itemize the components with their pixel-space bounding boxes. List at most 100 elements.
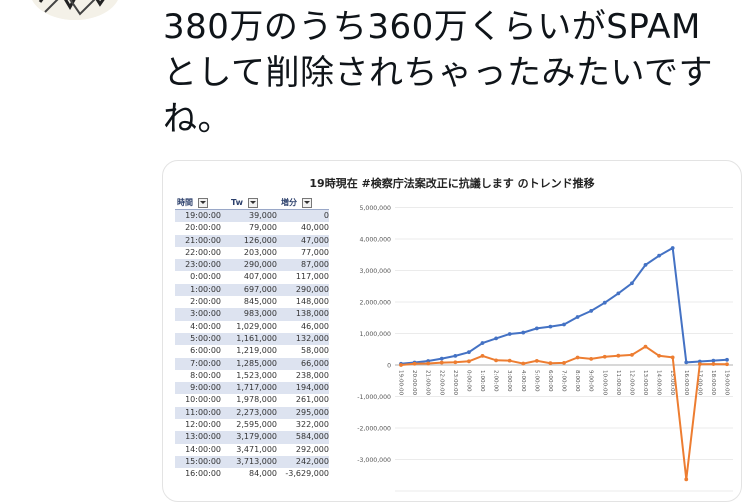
line-chart: 4,000,000 3,000,000 2,000,000 1,000,000 0 -1,… [357, 205, 733, 492]
x-tick-label: 12:00:00 [628, 370, 634, 396]
tw-point [534, 326, 539, 331]
table-row: 10:00:00 1,978,000 261,000 [175, 394, 329, 406]
cell-increase: 242,000 [295, 456, 329, 466]
cell-time: 10:00:00 [185, 395, 221, 405]
cell-increase: 87,000 [301, 260, 329, 270]
increase-point [602, 354, 607, 359]
tw-point [548, 324, 553, 329]
tw-point [725, 357, 729, 362]
chart-title: 19時現在 #検察庁法案改正に抗議します のトレンド推移 [309, 177, 595, 190]
tw-point [643, 262, 648, 267]
cell-tw: 3,179,000 [236, 432, 277, 442]
table-row: 20:00:00 79,000 40,000 [175, 222, 329, 234]
y-tick-label: -2,000,000 [357, 426, 391, 433]
cell-tw: 407,000 [243, 272, 277, 282]
x-tick-label: 15:00:00 [669, 370, 675, 396]
x-tick-label: 9:00:00 [588, 370, 594, 392]
x-tick-label: 7:00:00 [561, 370, 567, 392]
header-time: 時間 [175, 196, 225, 209]
x-tick-label: 2:00:00 [493, 370, 499, 392]
table-row: 15:00:00 3,713,000 242,000 [175, 455, 329, 469]
table-row: 7:00:00 1,285,000 66,000 [175, 357, 329, 370]
table-row: 2:00:00 845,000 148,000 [175, 296, 329, 308]
increase-point [548, 361, 553, 366]
attached-image[interactable]: 19時現在 #検察庁法案改正に抗議します のトレンド推移 時間 Tw 増分 19… [162, 160, 742, 502]
cell-time: 13:00:00 [185, 432, 221, 442]
increase-point [711, 362, 716, 366]
tw-point [589, 309, 594, 313]
cell-increase: 117,000 [295, 272, 329, 282]
cell-increase: 0 [323, 211, 329, 220]
y-tick-label: -1,000,000 [357, 394, 391, 401]
table-row: 8:00:00 1,523,000 238,000 [175, 370, 329, 382]
increase-point [657, 353, 661, 358]
table-row: 3:00:00 983,000 138,000 [175, 308, 329, 321]
increase-point [521, 361, 526, 366]
increase-point [684, 477, 689, 482]
cell-increase: 40,000 [301, 223, 329, 233]
cell-increase: 238,000 [295, 370, 329, 380]
table-row: 6:00:00 1,219,000 58,000 [175, 345, 329, 357]
cell-time: 3:00:00 [190, 309, 221, 319]
x-tick-label: 19:00:00 [398, 370, 404, 396]
increase-point [670, 355, 675, 360]
header-tw: Tw [225, 196, 277, 209]
y-tick-label: 3,000,000 [360, 268, 392, 275]
table-row: 14:00:00 3,471,000 292,000 [175, 444, 329, 456]
cell-time: 1:00:00 [190, 284, 221, 294]
tw-point [630, 281, 634, 286]
tw-point [684, 360, 689, 365]
cell-time: 5:00:00 [190, 333, 221, 343]
data-table: 時間 Tw 増分 19:00:00 39,000 0 20:00:00 79,000 40… [175, 196, 329, 481]
tweet-text: 380万のうち360万くらいがSPAM として削除されちゃったみたいです ね。 [163, 7, 713, 139]
cell-time: 23:00:00 [185, 260, 221, 270]
tw-point [602, 300, 607, 305]
cell-time: 7:00:00 [190, 358, 221, 368]
table-header: 時間 Tw 増分 [175, 196, 329, 210]
cell-tw: 1,029,000 [236, 321, 277, 331]
x-tick-label: 18:00:00 [710, 370, 716, 396]
x-tick-label: 4:00:00 [520, 370, 526, 392]
cell-time: 9:00:00 [190, 383, 221, 393]
increase-point [426, 361, 431, 366]
cell-tw: 1,978,000 [236, 395, 277, 405]
table-row: 1:00:00 697,000 290,000 [175, 283, 329, 297]
y-tick-label: 2,000,000 [360, 300, 392, 307]
table-row: 12:00:00 2,595,000 322,000 [175, 419, 329, 431]
filter-icon[interactable] [247, 197, 258, 208]
avatar[interactable] [30, 0, 120, 20]
x-tick-label: 5:00:00 [533, 370, 539, 392]
increase-point [575, 355, 580, 360]
filter-icon[interactable] [197, 197, 208, 208]
cell-time: 2:00:00 [190, 297, 221, 307]
increase-point [412, 361, 417, 366]
cell-tw: 203,000 [243, 247, 277, 257]
increase-point [507, 358, 512, 363]
x-tick-label: 6:00:00 [547, 370, 553, 392]
tw-point [697, 359, 702, 364]
cell-time: 21:00:00 [185, 235, 221, 245]
cell-tw: 2,273,000 [236, 407, 277, 417]
cell-tw: 79,000 [249, 223, 277, 233]
increase-point [725, 362, 729, 367]
cell-time: 22:00:00 [185, 247, 221, 257]
cell-tw: 1,523,000 [236, 370, 277, 380]
cell-increase: 148,000 [295, 297, 329, 307]
x-tick-label: 8:00:00 [574, 370, 580, 392]
y-tick-label: 1,000,000 [360, 331, 392, 338]
cell-tw: 983,000 [243, 309, 277, 319]
x-tick-label: 17:00:00 [696, 370, 702, 396]
cell-increase: 292,000 [295, 444, 329, 454]
x-tick-label: 14:00:00 [656, 370, 662, 396]
table-row: 5:00:00 1,161,000 132,000 [175, 332, 329, 346]
table-row: 19:00:00 39,000 0 [175, 210, 329, 223]
cell-tw: 1,219,000 [236, 346, 277, 356]
x-tick-label: 21:00:00 [425, 370, 431, 396]
cell-tw: 3,713,000 [236, 456, 277, 466]
cell-tw: 1,161,000 [236, 333, 277, 343]
table-row: 4:00:00 1,029,000 46,000 [175, 321, 329, 333]
tw-point [657, 253, 661, 258]
filter-icon[interactable] [301, 197, 312, 208]
y-tick-label: 4,000,000 [360, 237, 392, 244]
cell-increase: 584,000 [295, 432, 329, 442]
